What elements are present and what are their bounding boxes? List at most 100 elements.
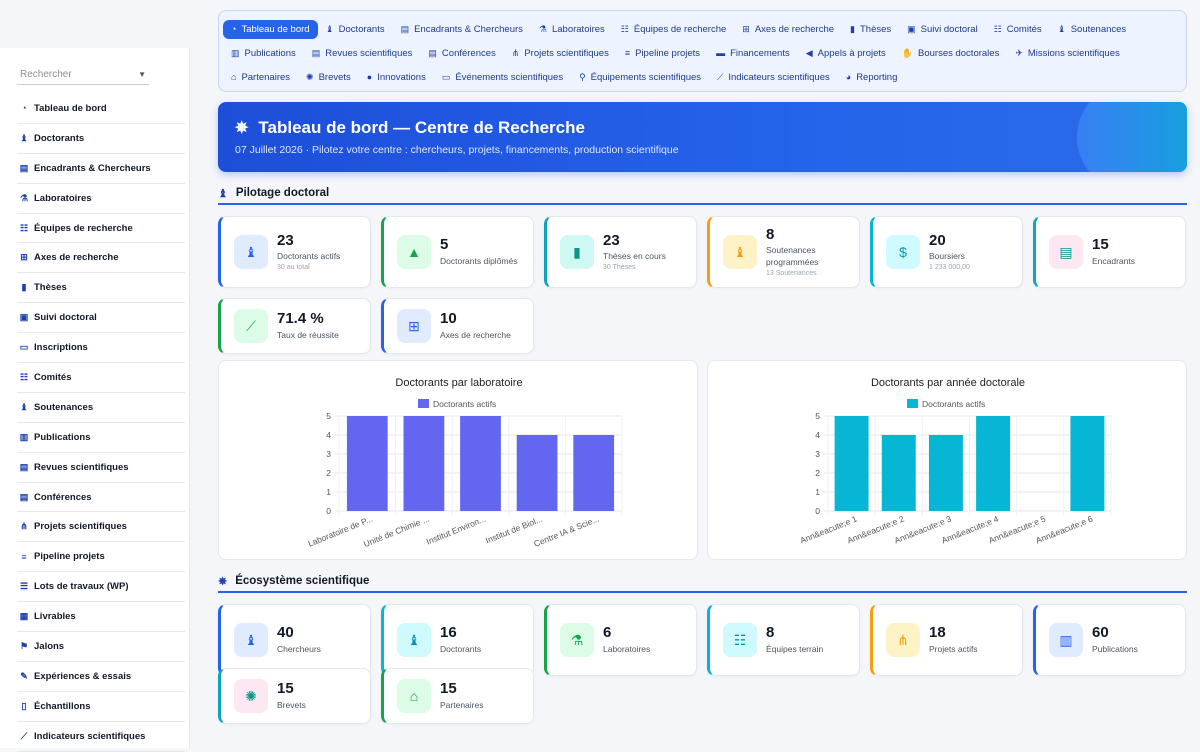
top-nav-item[interactable]: ▤ Encadrants & Chercheurs (393, 20, 531, 39)
kpi-card[interactable]: ☷ 8 Équipes terrain (707, 604, 860, 676)
top-nav-item[interactable]: ⚲ Équipements scientifiques (571, 68, 709, 87)
top-nav-item[interactable]: ✋ Bourses doctorales (894, 44, 1008, 63)
kpi-card[interactable]: ♝ 40 Chercheurs (218, 604, 371, 676)
sidebar-item[interactable]: ✎ Expériences & essais (17, 662, 185, 692)
bar[interactable] (834, 416, 869, 511)
kpi-value: 23 (277, 231, 294, 249)
top-nav-item[interactable]: ♝ Soutenances (1050, 20, 1135, 39)
sidebar-item-label: Doctorants (34, 132, 85, 144)
sidebar-item[interactable]: ⚗ Laboratoires (17, 184, 185, 214)
top-nav-label: Pipeline projets (635, 47, 701, 59)
top-nav-item[interactable]: ☷ Équipes de recherche (613, 20, 735, 39)
top-nav-item[interactable]: ▬ Financements (708, 44, 798, 63)
kpi-text: 16 Doctorants (440, 625, 481, 655)
sidebar-item[interactable]: ▦ Livrables (17, 602, 185, 633)
kpi-card[interactable]: ⚗ 6 Laboratoires (544, 604, 697, 676)
y-tick-label: 1 (815, 487, 820, 497)
top-nav-label: Indicateurs scientifiques (728, 71, 830, 83)
search-select[interactable]: Rechercher ▼ (17, 65, 149, 85)
top-nav-item[interactable]: ▤ Conférences (420, 44, 503, 63)
top-nav-item[interactable]: ⋔ Projets scientifiques (504, 44, 617, 63)
bar[interactable] (403, 416, 445, 511)
kpi-card[interactable]: ♝ 8 Soutenances programmées 13 Soutenances (707, 216, 860, 288)
kpi-card[interactable]: ⌂ 15 Partenaires (381, 668, 534, 724)
sidebar-item[interactable]: ♝ Doctorants (17, 124, 185, 154)
top-nav-item[interactable]: ● Innovations (359, 68, 434, 87)
top-nav-item[interactable]: ♝ Doctorants (318, 20, 393, 39)
kpi-value: 8 (766, 225, 775, 243)
sidebar-item-label: Suivi doctoral (34, 312, 97, 324)
bar[interactable] (881, 435, 916, 511)
sidebar-item[interactable]: ▯ Échantillons (17, 692, 185, 722)
kpi-card[interactable]: ▮ 23 Thèses en cours 30 Thèses (544, 216, 697, 288)
sidebar-item[interactable]: ⋔ Projets scientifiques (17, 512, 185, 543)
sidebar-item-label: Thèses (34, 282, 67, 294)
kpi-card[interactable]: ▲ 5 Doctorants diplômés (381, 216, 534, 288)
landmark-icon: ⌂ (397, 679, 431, 713)
top-nav-item[interactable]: ⊞ Axes de recherche (734, 20, 842, 39)
kpi-card[interactable]: ▤ 15 Encadrants (1033, 216, 1186, 288)
sidebar-item[interactable]: ♝ Soutenances (17, 393, 185, 423)
kpi-card[interactable]: ⟋ 71.4 % Taux de réussite (218, 298, 371, 354)
bar[interactable] (573, 435, 615, 511)
top-nav-item[interactable]: ◕ Reporting (838, 68, 906, 87)
bar[interactable] (976, 416, 1011, 511)
top-nav-item[interactable]: ◀ Appels à projets (798, 44, 894, 63)
bar[interactable] (516, 435, 558, 511)
top-nav-item[interactable]: ⚗ Laboratoires (531, 20, 613, 39)
sidebar-item-label: Inscriptions (34, 342, 88, 354)
bar[interactable] (346, 416, 388, 511)
kpi-card[interactable]: ♝ 23 Doctorants actifs 30 au total (218, 216, 371, 288)
bar[interactable] (460, 416, 501, 511)
kpi-card[interactable]: ▥ 60 Publications (1033, 604, 1186, 676)
sidebar-item[interactable]: ▤ Revues scientifiques (17, 453, 185, 483)
top-nav-item[interactable]: ▣ Suivi doctoral (899, 20, 986, 39)
sidebar-item[interactable]: ⟋ Indicateurs scientifiques (17, 722, 185, 752)
top-nav-item[interactable]: ☷ Comités (986, 20, 1050, 39)
book-icon: ▮ (21, 282, 27, 293)
sidebar: Rechercher ▼ ◔ Tableau de bord ♝ Doctorants… (0, 48, 190, 752)
kpi-label: Brevets (277, 699, 306, 710)
sidebar-item[interactable]: ▤ Conférences (17, 483, 185, 513)
sidebar-item[interactable]: ◔ Tableau de bord (17, 94, 185, 124)
top-nav-item[interactable]: ⟋ Indicateurs scientifiques (709, 68, 838, 87)
kpi-value: 6 (603, 624, 612, 642)
legend-label[interactable]: Doctorants actifs (922, 399, 985, 409)
sidebar-item[interactable]: ☷ Équipes de recherche (17, 214, 185, 244)
sidebar-item[interactable]: ⚑ Jalons (17, 632, 185, 662)
top-nav-item[interactable]: ≡ Pipeline projets (617, 44, 708, 63)
bar[interactable] (928, 435, 963, 511)
users-icon: ☷ (723, 623, 757, 657)
top-nav-item[interactable]: ▭ Événements scientifiques (434, 68, 571, 87)
bar[interactable] (1070, 416, 1105, 511)
sidebar-item[interactable]: ▥ Publications (17, 423, 185, 453)
top-nav-item[interactable]: ⌂ Partenaires (223, 68, 298, 87)
top-nav-item[interactable]: ▮ Thèses (842, 20, 899, 39)
top-nav-label: Comités (1006, 23, 1042, 35)
kpi-card[interactable]: ⋔ 18 Projets actifs (870, 604, 1023, 676)
sidebar-item[interactable]: ≡ Pipeline projets (17, 542, 185, 573)
top-nav-item[interactable]: ✈ Missions scientifiques (1007, 44, 1127, 63)
legend-label[interactable]: Doctorants actifs (433, 399, 496, 409)
kpi-card[interactable]: ✺ 15 Brevets (218, 668, 371, 724)
y-tick-label: 4 (326, 430, 331, 440)
top-nav-item[interactable]: ◔ Tableau de bord (223, 19, 318, 39)
kpi-label: Publications (1092, 643, 1138, 654)
sidebar-item[interactable]: ⊞ Axes de recherche (17, 243, 185, 274)
kpi-card[interactable]: ♝ 16 Doctorants (381, 604, 534, 676)
sidebar-item[interactable]: ☰ Lots de travaux (WP) (17, 572, 185, 603)
sidebar-item[interactable]: ▮ Thèses (17, 273, 185, 304)
kpi-card[interactable]: $20 Boursiers 1 233 000,00 (870, 216, 1023, 288)
sidebar-item[interactable]: ☷ Comités (17, 363, 185, 393)
top-nav-item[interactable]: ▤ Revues scientifiques (304, 44, 421, 63)
kpi-card[interactable]: ⊞ 10 Axes de recherche (381, 298, 534, 354)
sidebar-item-label: Comités (34, 371, 72, 383)
sidebar-item[interactable]: ▭ Inscriptions (17, 333, 185, 364)
sidebar-item[interactable]: ▣ Suivi doctoral (17, 303, 185, 334)
sitemap-icon: ⊞ (20, 252, 28, 263)
clipboard-icon: ▣ (19, 312, 29, 323)
kpi-sub: 30 au total (277, 264, 310, 272)
top-nav-item[interactable]: ✺ Brevets (298, 68, 359, 87)
top-nav-item[interactable]: ▥ Publications (223, 44, 304, 63)
sidebar-item[interactable]: ▤ Encadrants & Chercheurs (17, 154, 185, 184)
